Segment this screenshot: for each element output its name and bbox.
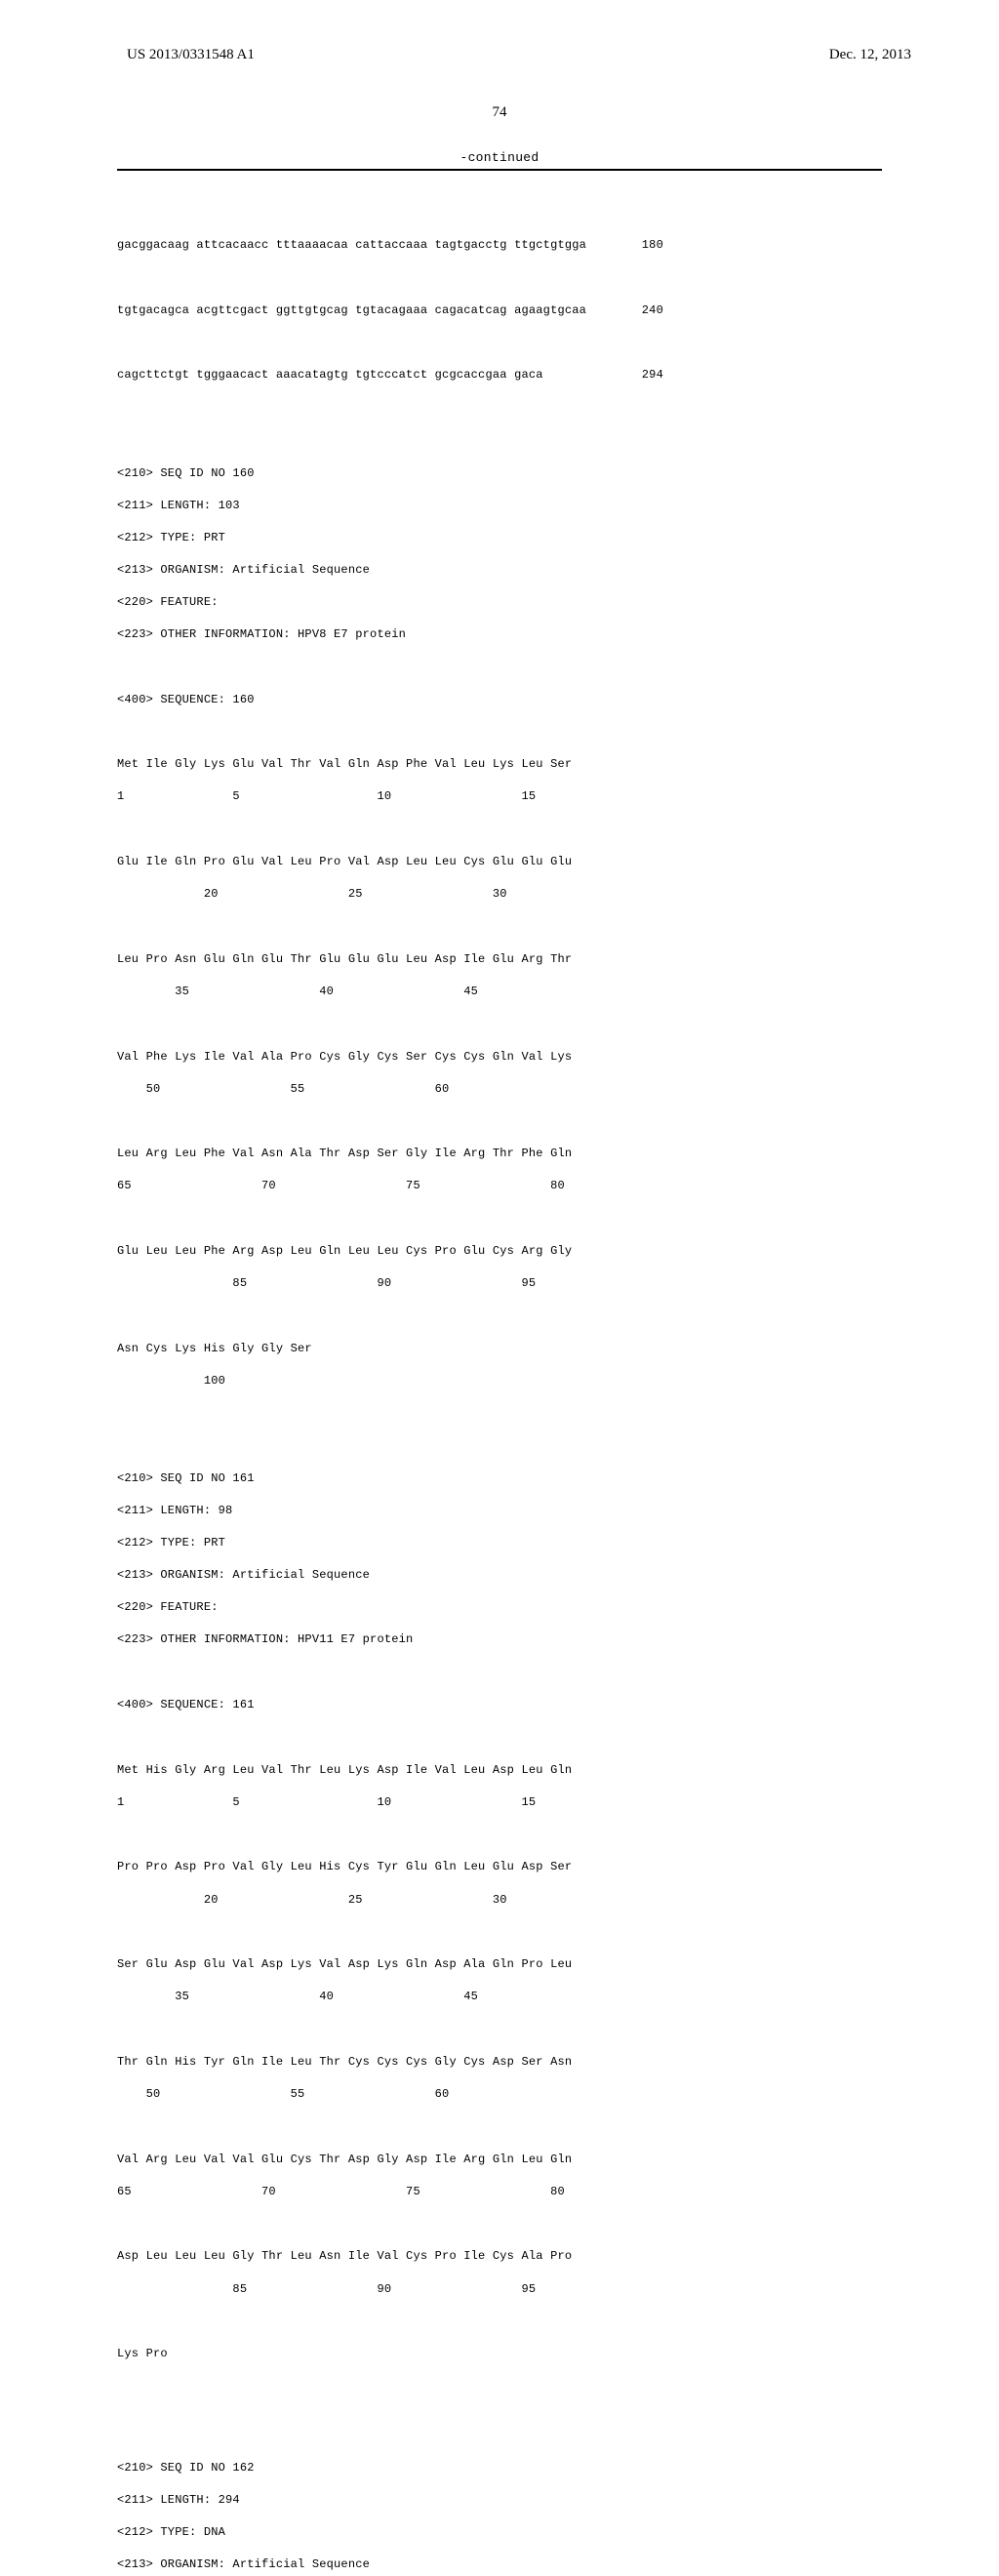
sequence-label: <400> SEQUENCE: 160: [117, 692, 882, 708]
aa-row: Met Ile Gly Lys Glu Val Thr Val Gln Asp …: [117, 756, 882, 773]
seq-header-line: <223> OTHER INFORMATION: HPV8 E7 protein: [117, 626, 882, 643]
publication-date: Dec. 12, 2013: [829, 47, 911, 63]
aa-row: Leu Arg Leu Phe Val Asn Ala Thr Asp Ser …: [117, 1146, 882, 1162]
seq-header-line: <212> TYPE: PRT: [117, 530, 882, 546]
dna-line: gacggacaag attcacaacc tttaaaacaa cattacc…: [117, 237, 663, 254]
aa-nums: 1 5 10 15: [117, 788, 882, 805]
aa-nums: 50 55 60: [117, 2086, 882, 2103]
aa-nums: 85 90 95: [117, 2281, 882, 2298]
seq-header-line: <212> TYPE: PRT: [117, 1535, 882, 1551]
seq-header-line: <211> LENGTH: 294: [117, 2492, 882, 2509]
dna-seq: tgtgacagca acgttcgact ggttgtgcag tgtacag…: [117, 302, 586, 319]
aa-row: Ser Glu Asp Glu Val Asp Lys Val Asp Lys …: [117, 1956, 882, 1973]
sequence-listing: gacggacaag attcacaacc tttaaaacaa cattacc…: [0, 171, 999, 2576]
seq-header-line: <210> SEQ ID NO 160: [117, 465, 882, 482]
sequence-label: <400> SEQUENCE: 161: [117, 1697, 882, 1713]
seq-header-line: <210> SEQ ID NO 162: [117, 2460, 882, 2476]
seq-header-line: <220> FEATURE:: [117, 1599, 882, 1616]
dna-seq: gacggacaag attcacaacc tttaaaacaa cattacc…: [117, 237, 586, 254]
aa-nums: 35 40 45: [117, 1989, 882, 2005]
dna-pos: 294: [619, 367, 663, 383]
aa-row: Pro Pro Asp Pro Val Gly Leu His Cys Tyr …: [117, 1859, 882, 1875]
page-number: 74: [0, 104, 999, 121]
aa-nums: 20 25 30: [117, 886, 882, 903]
continued-label: -continued: [0, 150, 999, 165]
aa-row: Lys Pro: [117, 2346, 882, 2362]
aa-row: Glu Ile Gln Pro Glu Val Leu Pro Val Asp …: [117, 854, 882, 870]
aa-nums: 35 40 45: [117, 984, 882, 1000]
aa-row: Val Arg Leu Val Val Glu Cys Thr Asp Gly …: [117, 2152, 882, 2168]
seq-header-line: <220> FEATURE:: [117, 594, 882, 611]
aa-row: Val Phe Lys Ile Val Ala Pro Cys Gly Cys …: [117, 1049, 882, 1066]
aa-nums: 1 5 10 15: [117, 1794, 882, 1811]
seq-header-line: <213> ORGANISM: Artificial Sequence: [117, 1567, 882, 1584]
dna-line: tgtgacagca acgttcgact ggttgtgcag tgtacag…: [117, 302, 663, 319]
dna-pos: 180: [619, 237, 663, 254]
aa-row: Asp Leu Leu Leu Gly Thr Leu Asn Ile Val …: [117, 2248, 882, 2265]
aa-nums: 50 55 60: [117, 1081, 882, 1098]
dna-line: cagcttctgt tgggaacact aaacatagtg tgtccca…: [117, 367, 663, 383]
seq-header-line: <213> ORGANISM: Artificial Sequence: [117, 2556, 882, 2573]
seq-header-line: <213> ORGANISM: Artificial Sequence: [117, 562, 882, 579]
aa-row: Met His Gly Arg Leu Val Thr Leu Lys Asp …: [117, 1762, 882, 1779]
aa-nums: 65 70 75 80: [117, 1178, 882, 1194]
aa-nums: 20 25 30: [117, 1892, 882, 1909]
seq-header-line: <212> TYPE: DNA: [117, 2524, 882, 2541]
aa-nums: 85 90 95: [117, 1275, 882, 1292]
aa-row: Asn Cys Lys His Gly Gly Ser: [117, 1341, 882, 1357]
page-header: US 2013/0331548 A1 Dec. 12, 2013: [0, 0, 999, 63]
seq-header-line: <223> OTHER INFORMATION: HPV11 E7 protei…: [117, 1631, 882, 1648]
dna-seq: cagcttctgt tgggaacact aaacatagtg tgtccca…: [117, 367, 543, 383]
seq-header-line: <211> LENGTH: 103: [117, 498, 882, 514]
aa-row: Leu Pro Asn Glu Gln Glu Thr Glu Glu Glu …: [117, 951, 882, 968]
aa-nums: 65 70 75 80: [117, 2184, 882, 2200]
publication-number: US 2013/0331548 A1: [127, 47, 255, 63]
seq-header-line: <211> LENGTH: 98: [117, 1503, 882, 1519]
aa-row: Thr Gln His Tyr Gln Ile Leu Thr Cys Cys …: [117, 2054, 882, 2071]
aa-row: Glu Leu Leu Phe Arg Asp Leu Gln Leu Leu …: [117, 1243, 882, 1260]
aa-nums: 100: [117, 1373, 882, 1389]
seq-header-line: <210> SEQ ID NO 161: [117, 1470, 882, 1487]
dna-pos: 240: [619, 302, 663, 319]
